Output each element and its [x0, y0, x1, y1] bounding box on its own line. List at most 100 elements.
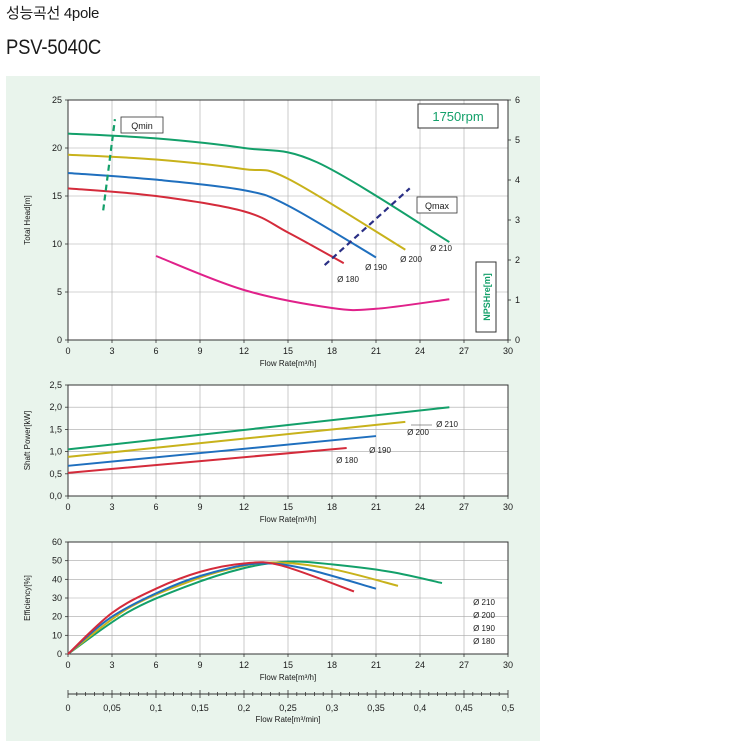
power-x-tick-label: 9	[197, 502, 202, 512]
power-y-tick-label: 2,0	[49, 402, 62, 412]
flow-min-tick-label: 0,3	[326, 703, 339, 713]
head-x-tick-label: 0	[65, 346, 70, 356]
head-x-tick-label: 3	[109, 346, 114, 356]
head-y-tick-label: 5	[57, 287, 62, 297]
head-curve-label: Ø 210	[430, 244, 452, 253]
eff-y-tick-label: 0	[57, 649, 62, 659]
eff-x-tick-label: 27	[459, 660, 469, 670]
eff-series-d190	[67, 562, 377, 655]
head-y2-tick-label: 6	[515, 95, 520, 105]
qmax-box	[416, 196, 458, 214]
head-x-tick-label: 27	[459, 346, 469, 356]
eff-y-tick-label: 40	[52, 574, 62, 584]
eff-y-tick-label: 60	[52, 537, 62, 547]
eff-x-tick-label: 18	[327, 660, 337, 670]
head-curve-label: Ø 190	[365, 263, 387, 272]
flow-min-axis-label: Flow Rate[m³/min]	[256, 715, 321, 724]
qmin-line	[102, 119, 117, 211]
speed-label: 1750rpm	[432, 109, 483, 124]
power-curve-label: Ø 200	[407, 428, 429, 437]
power-x-tick-label: 6	[153, 502, 158, 512]
flow-min-tick-label: 0,1	[150, 703, 163, 713]
flow-min-tick-label: 0,2	[238, 703, 251, 713]
flow-min-tick-label: 0,5	[502, 703, 515, 713]
head-x-tick-label: 6	[153, 346, 158, 356]
head-y-tick-label: 0	[57, 335, 62, 345]
eff-y-axis-label: Efficiency[%]	[23, 575, 32, 621]
head-y-tick-label: 15	[52, 191, 62, 201]
flow-min-tick-label: 0,45	[455, 703, 473, 713]
efficiency-legend-item: Ø 180	[473, 637, 495, 646]
eff-series-d180	[67, 561, 355, 655]
eff-x-tick-label: 0	[65, 660, 70, 670]
efficiency-legend-item: Ø 210	[473, 598, 495, 607]
power-y-tick-label: 0,0	[49, 491, 62, 501]
flow-min-tick-label: 0	[65, 703, 70, 713]
power-x-axis-label: Flow Rate[m³/h]	[260, 515, 316, 524]
speed-box	[417, 103, 499, 129]
head-y2-tick-label: 0	[515, 335, 520, 345]
head-y-tick-label: 10	[52, 239, 62, 249]
qmin-box	[120, 116, 164, 134]
head-x-tick-label: 9	[197, 346, 202, 356]
power-y-tick-label: 1,5	[49, 424, 62, 434]
power-x-tick-label: 18	[327, 502, 337, 512]
power-series-d190	[67, 435, 377, 467]
head-x-tick-label: 21	[371, 346, 381, 356]
head-curve-label: Ø 200	[400, 255, 422, 264]
head-series-d190	[67, 171, 377, 259]
head-x-tick-label: 12	[239, 346, 249, 356]
power-x-tick-label: 15	[283, 502, 293, 512]
eff-y-tick-label: 50	[52, 556, 62, 566]
head-x-tick-label: 18	[327, 346, 337, 356]
eff-y-tick-label: 20	[52, 612, 62, 622]
eff-series-d210	[67, 560, 443, 655]
head-series-npsh	[155, 255, 450, 312]
power-series-d210	[67, 406, 450, 451]
qmin-label: Qmin	[131, 121, 153, 131]
flow-min-tick-label: 0,15	[191, 703, 209, 713]
flow-min-tick-label: 0,05	[103, 703, 121, 713]
head-x-tick-label: 15	[283, 346, 293, 356]
head-y-axis-label: Total Head[m]	[23, 195, 32, 244]
power-x-tick-label: 3	[109, 502, 114, 512]
eff-y-tick-label: 10	[52, 630, 62, 640]
model-title: PSV-5040C	[6, 36, 101, 59]
eff-x-tick-label: 6	[153, 660, 158, 670]
qmax-line	[323, 187, 411, 266]
head-y2-tick-label: 1	[515, 295, 520, 305]
npshre-label: NPSHre[m]	[482, 273, 492, 321]
head-series-d210	[67, 132, 450, 243]
eff-x-tick-label: 12	[239, 660, 249, 670]
power-x-tick-label: 12	[239, 502, 249, 512]
eff-x-tick-label: 9	[197, 660, 202, 670]
eff-x-tick-label: 24	[415, 660, 425, 670]
eff-x-axis-label: Flow Rate[m³/h]	[260, 673, 316, 682]
page-title-korean: 성능곡선 4pole	[6, 5, 100, 22]
head-y2-tick-label: 2	[515, 255, 520, 265]
flow-min-tick-label: 0,4	[414, 703, 427, 713]
power-series-d180	[67, 447, 347, 474]
power-x-tick-label: 24	[415, 502, 425, 512]
power-x-tick-label: 27	[459, 502, 469, 512]
head-series-d200	[67, 153, 406, 251]
head-y-tick-label: 20	[52, 143, 62, 153]
power-series-d200	[67, 420, 406, 458]
head-y-tick-label: 25	[52, 95, 62, 105]
head-y2-tick-label: 3	[515, 215, 520, 225]
qmax-label: Qmax	[425, 201, 450, 211]
head-y2-tick-label: 5	[515, 135, 520, 145]
head-y2-tick-label: 4	[515, 175, 520, 185]
flow-min-tick-label: 0,25	[279, 703, 297, 713]
eff-x-tick-label: 30	[503, 660, 513, 670]
head-curve-label: Ø 180	[337, 275, 359, 284]
efficiency-legend-item: Ø 190	[473, 624, 495, 633]
power-x-tick-label: 21	[371, 502, 381, 512]
eff-x-tick-label: 3	[109, 660, 114, 670]
power-curve-label: Ø 210	[436, 420, 458, 429]
power-x-tick-label: 0	[65, 502, 70, 512]
head-x-tick-label: 24	[415, 346, 425, 356]
power-y-axis-label: Shaft Power[kW]	[23, 411, 32, 471]
eff-x-tick-label: 21	[371, 660, 381, 670]
head-x-axis-label: Flow Rate[m³/h]	[260, 359, 316, 368]
